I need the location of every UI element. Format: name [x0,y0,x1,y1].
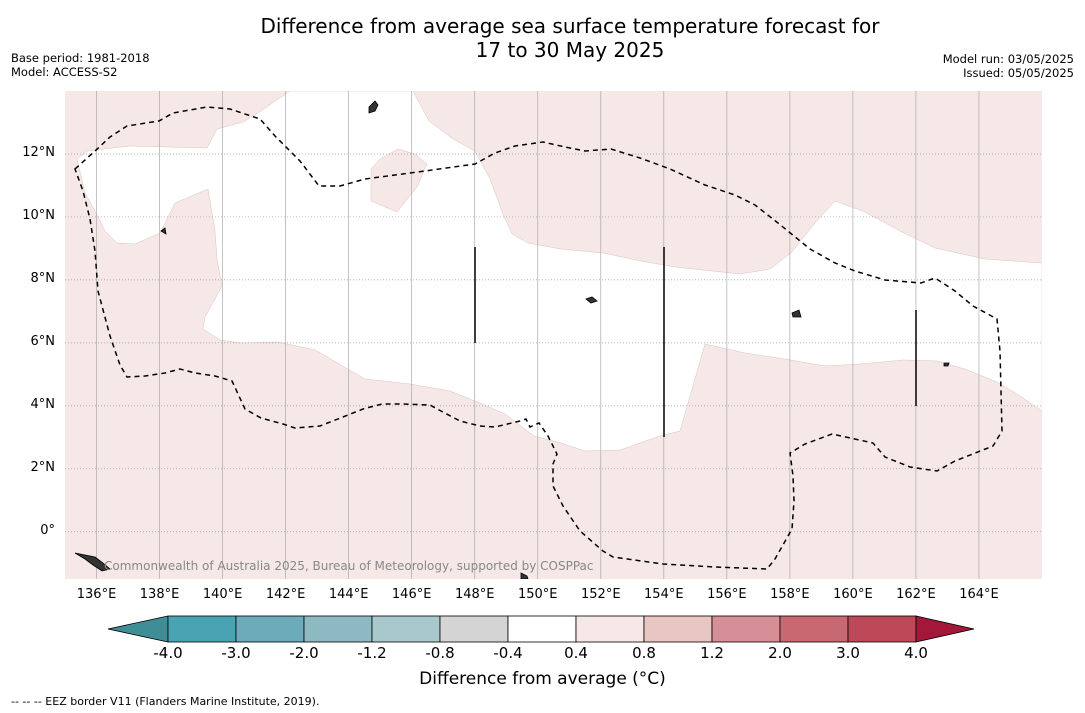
lon-label: 142°E [265,587,306,602]
eez-segments [474,247,917,437]
lat-label: 4°N [30,397,56,412]
colorbar-tick-label: -2.0 [289,644,319,662]
lat-label: 10°N [22,208,55,223]
run-info: Model run: 03/05/2025 Issued: 05/05/2025 [943,52,1074,80]
lon-label: 164°E [959,587,999,602]
colorbar-tick-label: 0.4 [564,644,588,662]
colorbar-segment [507,615,577,643]
warm-island-patch [370,148,428,213]
colorbar-segment [303,615,373,643]
lat-label: 2°N [30,460,56,475]
lon-label: 154°E [644,587,684,602]
colorbar-segment [167,615,237,643]
islands [74,100,950,579]
eez-legend-note: -- -- -- EEZ border V11 (Flanders Marine… [11,695,320,708]
title-line-1: Difference from average sea surface temp… [260,14,880,38]
colorbar-tick-label: -0.8 [425,644,455,662]
colorbar-tick-label: -0.4 [493,644,523,662]
island [74,552,111,572]
lon-label: 146°E [391,587,432,602]
base-period-label: Base period: 1981-2018 [11,51,150,65]
colorbar-segment [847,615,917,643]
island [791,309,802,318]
colorbar [107,615,975,643]
sst-anomaly-map [65,91,1042,579]
copyright-notice: Commonwealth of Australia 2025, Bureau o… [104,559,594,573]
colorbar-segment [235,615,305,643]
colorbar-segment [643,615,713,643]
island [160,227,167,235]
colorbar-tick-label: -1.2 [357,644,387,662]
model-run-label: Model run: 03/05/2025 [942,52,1074,66]
lon-label: 152°E [581,587,621,602]
colorbar-tick-label: 2.0 [768,644,792,662]
lon-label: 136°E [76,587,117,602]
colorbar-tick-label: 3.0 [836,644,860,662]
colorbar-tick-label: -4.0 [153,644,183,662]
neutral-anomaly-region [76,91,1042,452]
colorbar-tick-label: 4.0 [904,644,928,662]
colorbar-tick-label: -3.0 [221,644,251,662]
lon-label: 150°E [517,587,558,602]
lat-label: 8°N [30,271,56,286]
lon-label: 148°E [454,587,495,602]
colorbar-title: Difference from average (°C) [419,669,666,689]
eez-border [74,106,1003,570]
title-line-2: 17 to 30 May 2025 [475,38,665,62]
lon-label: 162°E [896,587,936,602]
lon-label: 158°E [770,587,810,602]
colorbar-segment [575,615,645,643]
lon-label: 160°E [833,587,873,602]
lon-label: 156°E [707,587,747,602]
colorbar-tick-label: 1.2 [700,644,724,662]
model-label: Model: ACCESS-S2 [11,65,118,79]
lon-label: 138°E [139,587,180,602]
lat-label: 0° [40,523,55,538]
model-info: Base period: 1981-2018 Model: ACCESS-S2 [11,51,150,79]
island [943,362,950,367]
colorbar-segment [711,615,781,643]
island [585,296,598,304]
lat-label: 12°N [22,145,55,160]
colorbar-tick-label: 0.8 [632,644,656,662]
issued-label: Issued: 05/05/2025 [963,66,1074,80]
colorbar-segment [779,615,849,643]
island [368,100,379,114]
colorbar-min-extend [107,615,169,643]
colorbar-segment [371,615,441,643]
colorbar-max-extend [915,615,975,643]
island [520,572,529,579]
lon-label: 140°E [202,587,243,602]
lon-label: 144°E [328,587,369,602]
chart-title: Difference from average sea surface temp… [0,14,1085,62]
colorbar-segment [439,615,509,643]
lat-label: 6°N [30,334,56,349]
